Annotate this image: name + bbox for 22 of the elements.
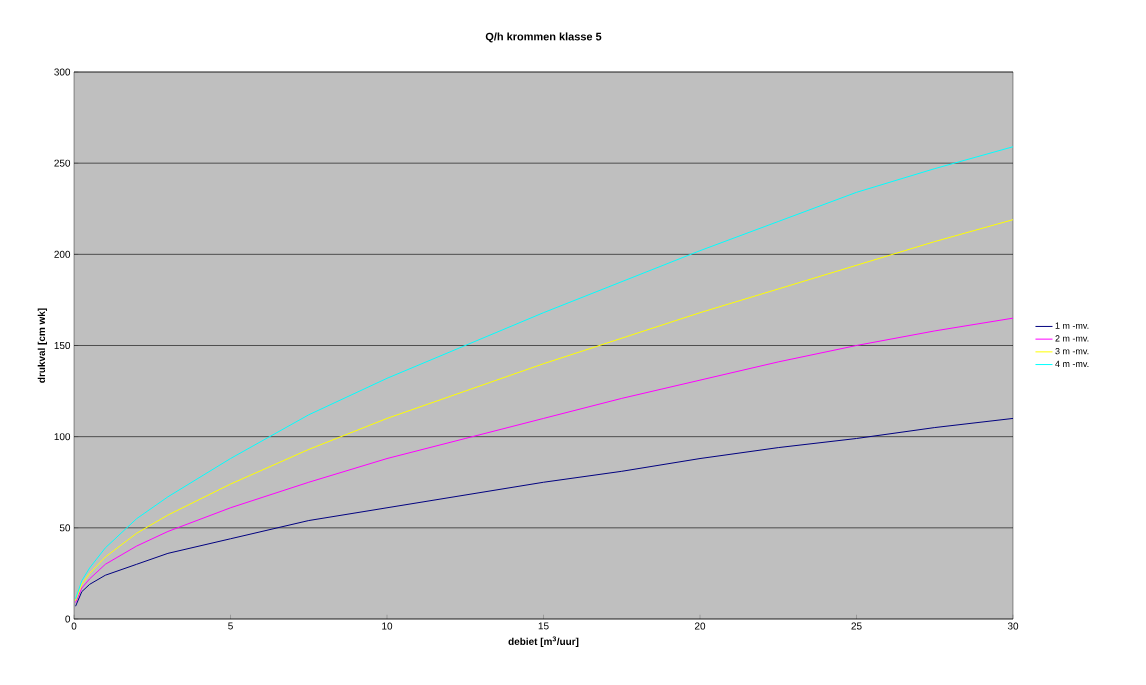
x-tick-label: 15 <box>538 622 549 630</box>
legend-label: 1 m -mv. <box>1055 322 1089 329</box>
legend-label: 3 m -mv. <box>1055 347 1089 355</box>
x-axis-title: debiet [m$^{3}$/uur] <box>508 636 579 647</box>
legend-label: 2 m -mv. <box>1055 335 1089 342</box>
y-tick-label: 100 <box>54 433 71 441</box>
x-tick-label: 30 <box>1007 622 1019 630</box>
x-tick-label: 10 <box>382 622 393 630</box>
x-tick-label: 5 <box>228 622 233 630</box>
y-tick-label: 50 <box>59 524 71 532</box>
y-tick-label: 150 <box>54 341 71 350</box>
legend-label: 4 m -mv. <box>1055 360 1089 367</box>
y-tick-label: 200 <box>54 250 71 258</box>
y-tick-label: 250 <box>54 159 71 167</box>
chart-title: Q/h krommen klasse 5 <box>485 32 602 43</box>
line-series <box>75 317 1014 604</box>
y-tick-label: 300 <box>54 68 71 76</box>
x-tick-label: 0 <box>71 622 77 630</box>
y-tick-label: 0 <box>65 615 71 623</box>
y-axis-title: drukval [cm wk] <box>37 308 48 383</box>
x-tick-label: 25 <box>851 622 862 630</box>
x-tick-label: 20 <box>694 622 706 630</box>
